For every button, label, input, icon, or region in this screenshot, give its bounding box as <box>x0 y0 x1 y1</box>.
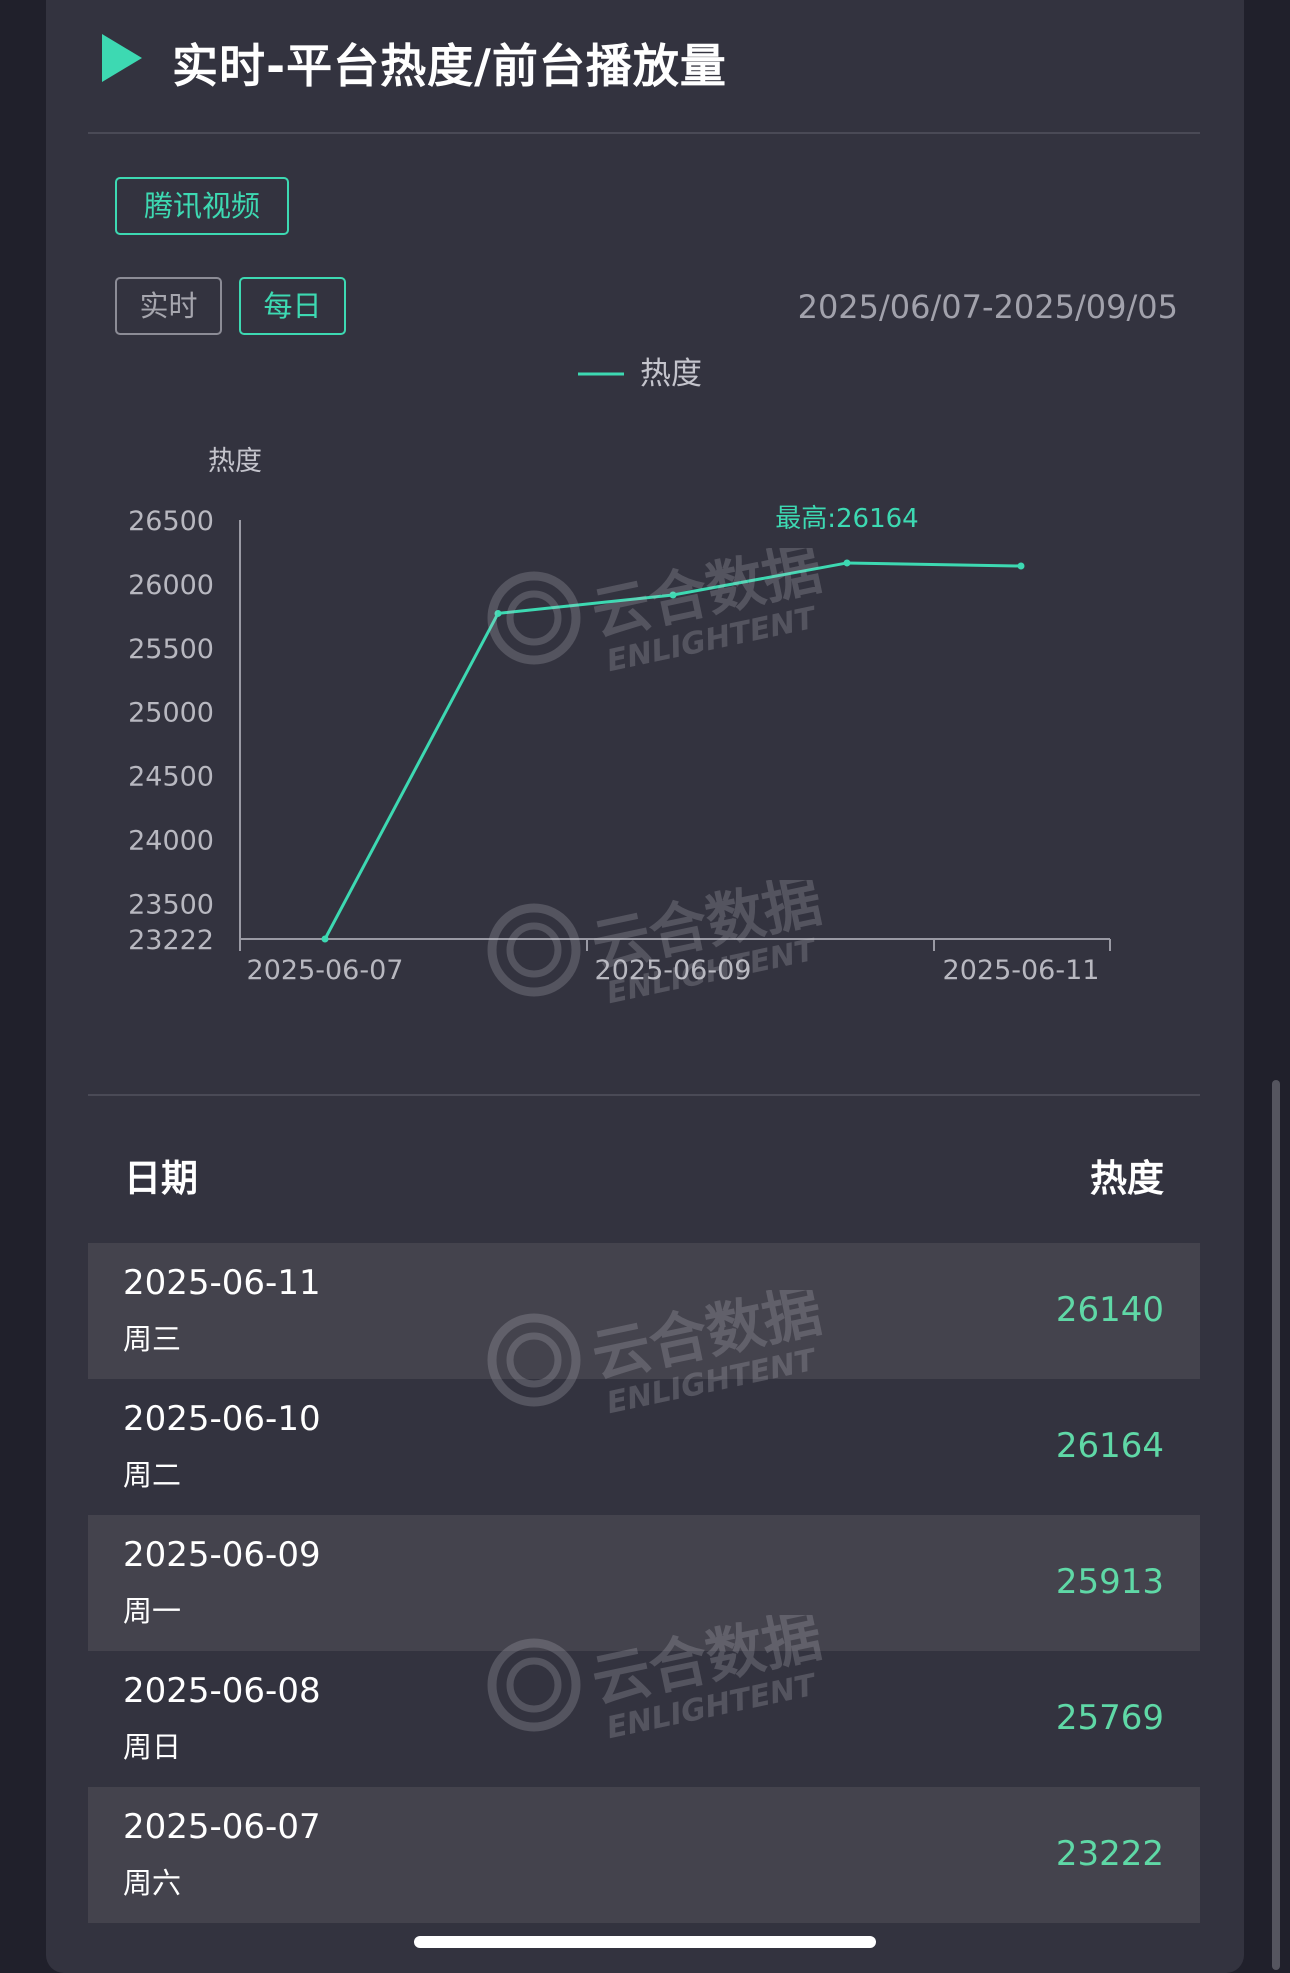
table-row: 2025-06-11 周三 26140 <box>88 1243 1200 1379</box>
column-header-date: 日期 <box>124 1157 198 1200</box>
legend-label: 热度 <box>640 356 702 392</box>
home-indicator[interactable] <box>414 1936 876 1948</box>
x-tick-label: 2025-06-07 <box>247 955 404 986</box>
row-date: 2025-06-11 <box>123 1263 321 1303</box>
row-value: 23222 <box>1055 1834 1164 1874</box>
chart-axes <box>239 520 1110 940</box>
data-table: 2025-06-11 周三 26140 2025-06-10 周二 26164 2025-0… <box>88 1243 1200 1923</box>
series-polyline <box>323 561 1022 940</box>
y-tick-label: 23500 <box>128 889 214 920</box>
y-tick-label: 26500 <box>128 506 214 537</box>
row-value: 26140 <box>1055 1290 1164 1330</box>
table-row: 2025-06-10 周二 26164 <box>88 1379 1200 1515</box>
row-value: 25913 <box>1055 1562 1164 1602</box>
scrollbar[interactable] <box>1272 1080 1280 1970</box>
y-tick-label: 23222 <box>128 925 214 956</box>
x-tick-label: 2025-06-11 <box>943 955 1100 986</box>
platform-tag[interactable]: 腾讯视频 <box>115 177 289 235</box>
row-date: 2025-06-07 <box>123 1807 321 1847</box>
row-weekday: 周六 <box>123 1866 182 1900</box>
chart-card: 实时-平台热度/前台播放量 腾讯视频 实时 每日 2025/06/07-2025… <box>46 0 1244 1973</box>
table-header: 日期 热度 <box>88 1120 1200 1220</box>
column-header-value: 热度 <box>1090 1157 1164 1200</box>
data-point[interactable] <box>1017 562 1025 570</box>
max-annotation: 最高:26164 <box>775 504 918 534</box>
x-tick-label: 2025-06-09 <box>595 955 752 986</box>
y-tick-label: 24000 <box>128 826 214 857</box>
data-point[interactable] <box>321 935 329 943</box>
row-weekday: 周日 <box>123 1730 182 1764</box>
table-row: 2025-06-09 周一 25913 <box>88 1515 1200 1651</box>
row-value: 26164 <box>1055 1426 1164 1466</box>
row-weekday: 周二 <box>123 1458 182 1492</box>
row-date: 2025-06-10 <box>123 1399 321 1439</box>
tab-realtime[interactable]: 实时 <box>115 277 222 335</box>
y-tick-label: 26000 <box>128 570 214 601</box>
row-weekday: 周三 <box>123 1322 182 1356</box>
tab-daily[interactable]: 每日 <box>239 277 346 335</box>
x-axis-ticks: 2025-06-07 2025-06-09 2025-06-11 <box>239 939 1111 986</box>
data-point[interactable] <box>494 609 502 617</box>
date-range: 2025/06/07-2025/09/05 <box>797 288 1178 326</box>
y-tick-label: 25000 <box>128 698 214 729</box>
table-row: 2025-06-08 周日 25769 <box>88 1651 1200 1787</box>
chart-legend: 热度 <box>578 356 702 392</box>
y-axis-ticks: 23222 23500 24000 24500 25000 25500 26000 26500 <box>128 506 214 956</box>
card-title: 实时-平台热度/前台播放量 <box>172 39 727 93</box>
line-chart: 热度 热度 23222 23500 24000 24500 25000 25500 2600… <box>128 356 1111 986</box>
data-point[interactable] <box>843 559 851 567</box>
row-value: 25769 <box>1055 1698 1164 1738</box>
data-point[interactable] <box>669 591 677 599</box>
y-axis-title: 热度 <box>208 446 262 477</box>
play-icon <box>102 34 142 82</box>
y-tick-label: 24500 <box>128 762 214 793</box>
row-weekday: 周一 <box>123 1594 182 1628</box>
series-line: 最高:26164 <box>321 504 1025 943</box>
chart-divider <box>88 1094 1200 1096</box>
table-row: 2025-06-07 周六 23222 <box>88 1787 1200 1923</box>
header-divider <box>88 132 1200 134</box>
y-tick-label: 25500 <box>128 634 214 665</box>
row-date: 2025-06-09 <box>123 1535 321 1575</box>
card-header: 实时-平台热度/前台播放量 <box>46 0 1244 133</box>
row-date: 2025-06-08 <box>123 1671 321 1711</box>
